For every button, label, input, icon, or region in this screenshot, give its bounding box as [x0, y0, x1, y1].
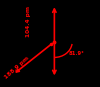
Text: 104.4 pm: 104.4 pm: [26, 6, 31, 37]
Text: 188.9 pm: 188.9 pm: [4, 56, 30, 80]
Text: 81.9°: 81.9°: [68, 51, 84, 56]
